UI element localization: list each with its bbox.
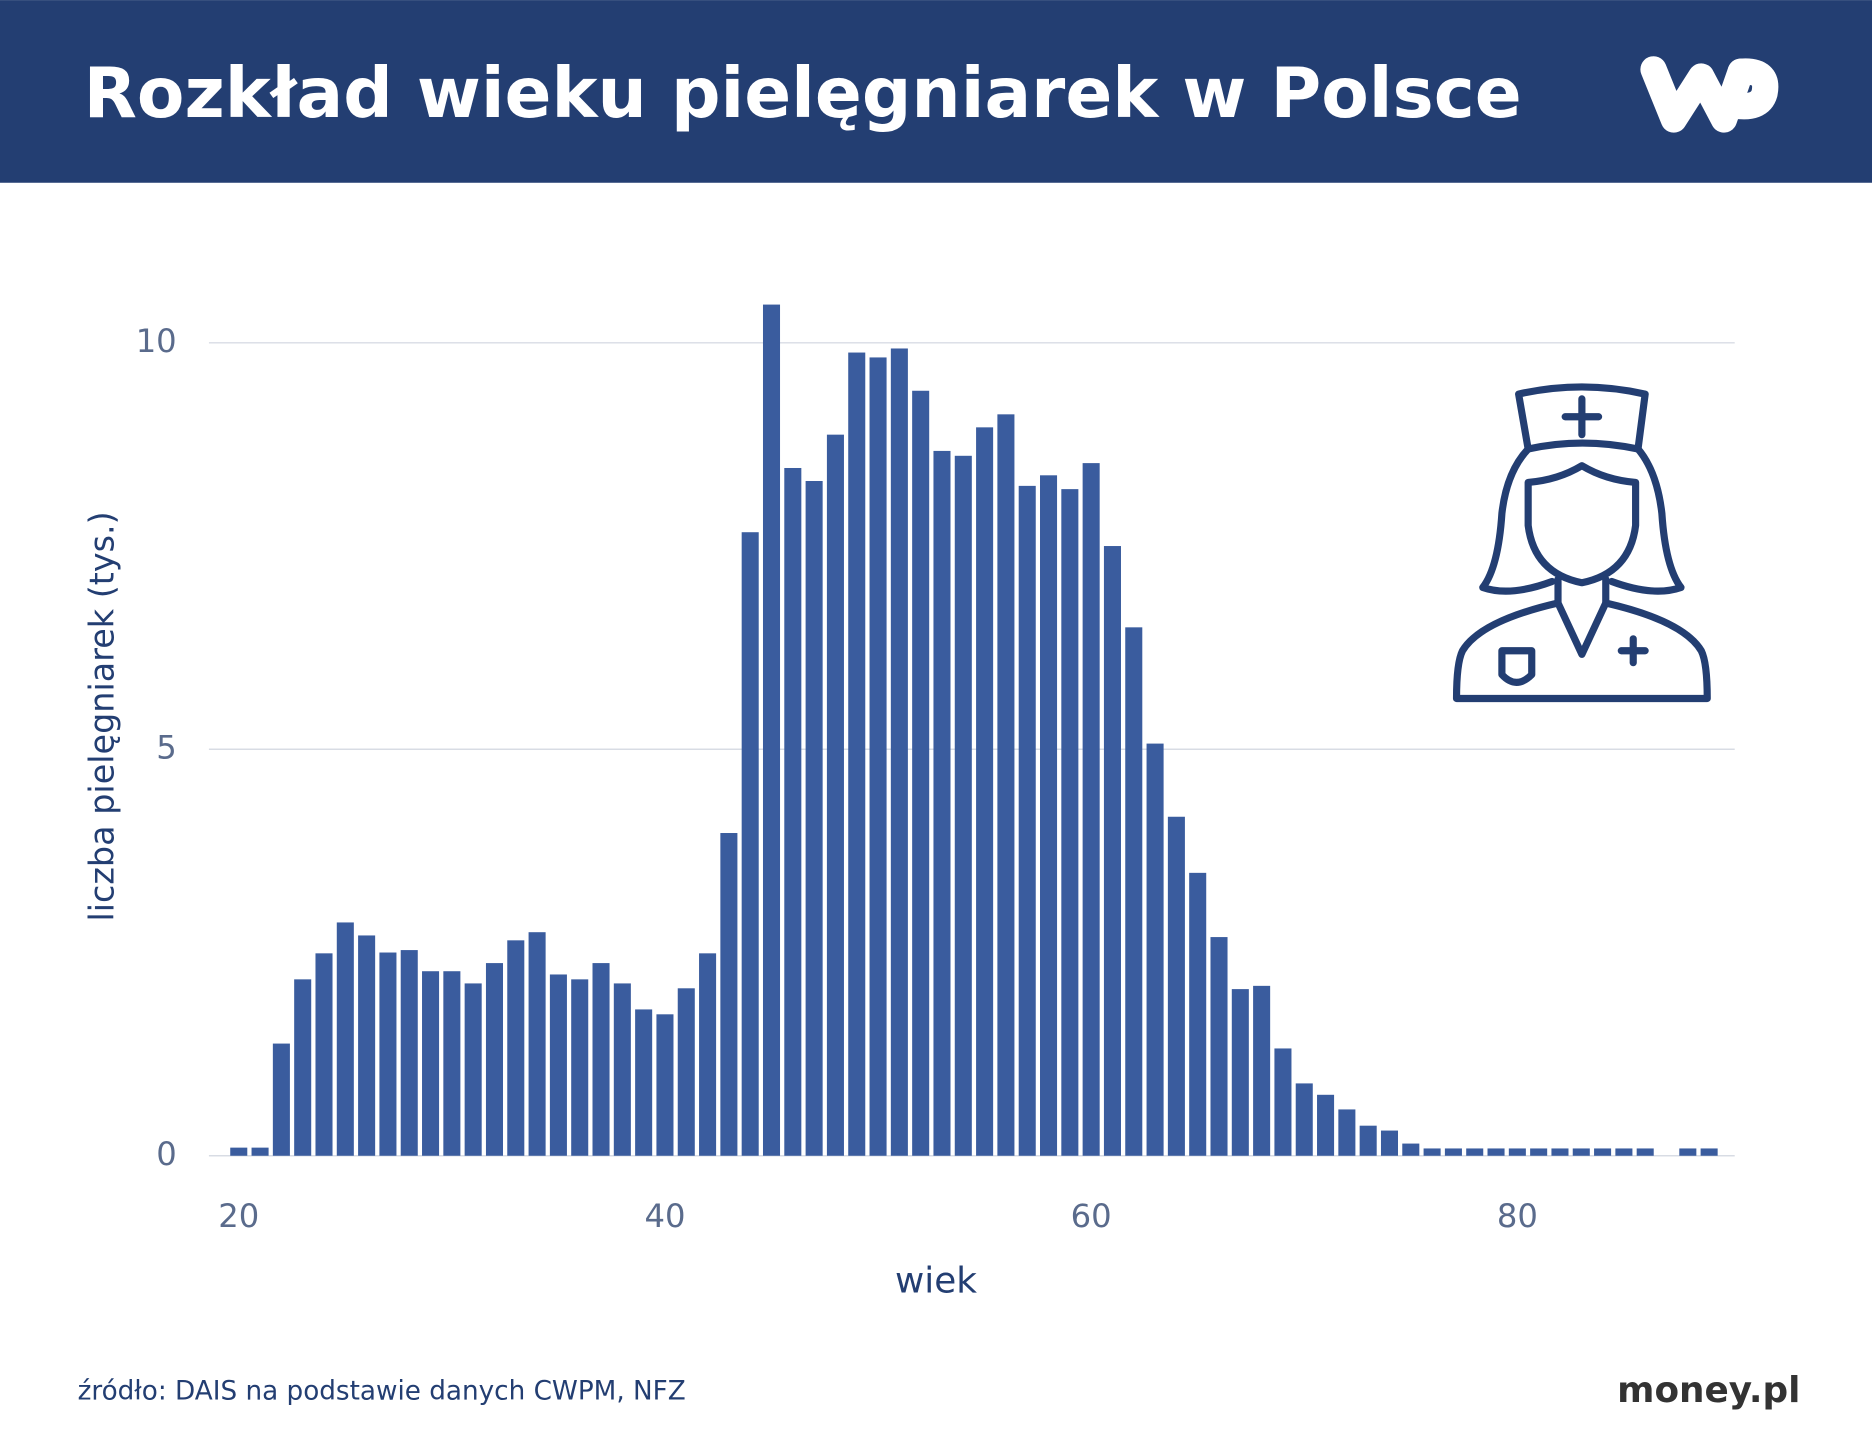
bar — [400, 950, 418, 1156]
wp-logo — [1640, 56, 1779, 133]
bar — [805, 480, 823, 1156]
bar — [1380, 1130, 1399, 1156]
bar — [1018, 485, 1036, 1156]
bar — [464, 983, 482, 1156]
bar — [1317, 1094, 1335, 1156]
bar — [443, 971, 461, 1156]
nurse-icon — [1452, 383, 1711, 703]
bar — [954, 455, 972, 1156]
bar — [1103, 546, 1121, 1156]
bar — [294, 979, 312, 1156]
bar — [1508, 1148, 1526, 1156]
bar — [315, 953, 333, 1156]
bar — [1253, 985, 1271, 1156]
bar — [1530, 1148, 1548, 1156]
bar — [507, 940, 525, 1156]
x-tick-label: 60 — [1071, 1197, 1112, 1235]
bar — [997, 414, 1015, 1156]
bar — [677, 988, 695, 1156]
chart-title: Rozkład wieku pielęgniarek w Polsce — [84, 54, 1522, 134]
x-tick-label: 40 — [644, 1197, 685, 1235]
bar — [890, 348, 908, 1156]
bar — [848, 352, 866, 1156]
bar — [422, 971, 440, 1156]
source-note: źródło: DAIS na podstawie danych CWPM, N… — [78, 1377, 686, 1407]
bar — [1636, 1148, 1654, 1156]
bar — [1423, 1148, 1441, 1156]
bar — [933, 450, 951, 1156]
bar — [251, 1147, 269, 1156]
bar — [1295, 1083, 1313, 1156]
bar — [336, 922, 354, 1156]
bar — [379, 952, 397, 1156]
bar — [1146, 743, 1164, 1156]
bar — [1444, 1148, 1462, 1156]
bar — [1402, 1143, 1420, 1156]
bar — [1466, 1148, 1484, 1156]
bar — [784, 467, 802, 1156]
bar — [762, 304, 781, 1156]
bar — [720, 833, 738, 1156]
bar — [976, 427, 994, 1156]
bar — [1061, 489, 1079, 1156]
bar — [826, 434, 844, 1156]
bar — [528, 932, 546, 1156]
bar — [592, 963, 610, 1156]
bar — [549, 974, 567, 1156]
bar — [613, 983, 631, 1156]
bar — [741, 532, 759, 1156]
bar — [485, 963, 504, 1156]
y-tick-label: 5 — [156, 728, 177, 766]
bar — [272, 1043, 290, 1156]
y-axis-label: liczba pielęgniarek (tys.) — [82, 511, 121, 921]
bar — [1040, 475, 1058, 1156]
bar — [1359, 1125, 1377, 1156]
bar — [1551, 1148, 1569, 1156]
bar — [1231, 989, 1249, 1156]
bar — [869, 357, 887, 1156]
bar — [1189, 872, 1207, 1156]
x-axis-label: wiek — [895, 1260, 977, 1301]
bar — [912, 390, 930, 1156]
bar — [1487, 1148, 1505, 1156]
bar — [635, 1009, 653, 1156]
y-tick-label: 10 — [136, 322, 177, 360]
y-tick-label: 0 — [156, 1135, 177, 1173]
x-tick-label: 80 — [1497, 1197, 1538, 1235]
bar — [1082, 463, 1100, 1156]
x-tick-label: 20 — [218, 1197, 259, 1235]
bar — [571, 979, 589, 1156]
brand: money.pl — [1617, 1370, 1800, 1411]
bar — [699, 953, 717, 1156]
bar — [230, 1147, 248, 1156]
bar — [358, 935, 376, 1156]
bar — [1615, 1148, 1633, 1156]
bar — [1210, 937, 1228, 1156]
bar — [656, 1014, 674, 1156]
bar — [1167, 816, 1185, 1156]
bar — [1572, 1148, 1590, 1156]
bar — [1679, 1148, 1697, 1156]
bar — [1125, 627, 1143, 1156]
bar — [1338, 1109, 1356, 1156]
bar — [1594, 1148, 1612, 1156]
bar — [1700, 1148, 1718, 1156]
bar — [1274, 1048, 1292, 1156]
header — [0, 0, 1872, 183]
